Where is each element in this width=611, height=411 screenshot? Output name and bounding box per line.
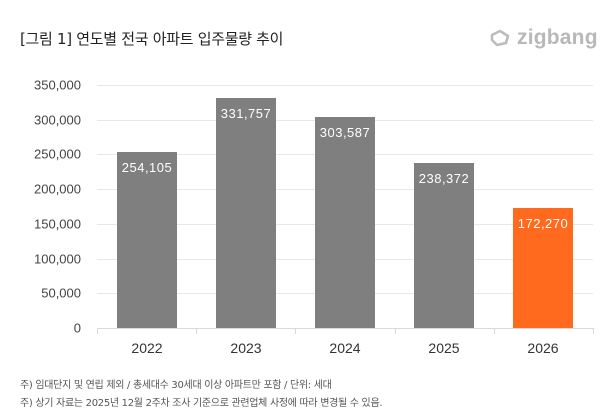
logo-text: zigbang <box>517 26 598 49</box>
bar-value-label: 238,372 <box>418 171 470 186</box>
x-axis-tick <box>395 328 396 334</box>
y-axis-tick-label: 300,000 <box>34 112 81 128</box>
y-axis-tick-label: 350,000 <box>34 77 81 93</box>
y-axis-tick-label: 0 <box>73 320 81 336</box>
x-axis-line <box>97 328 593 329</box>
bar-value-label: 303,587 <box>319 125 371 140</box>
zigbang-logo: zigbang <box>489 26 598 50</box>
bar-2023: 331,757 <box>216 98 276 328</box>
y-axis-tick-label: 200,000 <box>34 181 81 197</box>
zigbang-logo-icon <box>490 29 510 47</box>
gridline <box>97 85 593 86</box>
x-axis-tick <box>196 328 197 334</box>
y-axis-tick-label: 150,000 <box>34 216 81 232</box>
x-axis-label: 2022 <box>131 340 163 356</box>
x-axis-label: 2025 <box>428 340 460 356</box>
x-axis-label: 2023 <box>230 340 262 356</box>
x-axis-tick <box>494 328 495 334</box>
footnote-2: 주) 상기 자료는 2025년 12월 2주차 조사 기준으로 관련업체 사정에… <box>20 398 383 409</box>
y-axis-tick-label: 50,000 <box>41 285 81 301</box>
x-axis-tick <box>97 328 98 334</box>
x-axis-label: 2024 <box>329 340 361 356</box>
bar-2022: 254,105 <box>117 152 177 328</box>
bar-2026: 172,270 <box>513 208 573 328</box>
bar-2025: 238,372 <box>414 163 474 328</box>
y-axis-tick-label: 100,000 <box>34 251 81 267</box>
bar-value-label: 331,757 <box>220 106 272 121</box>
bar-value-label: 172,270 <box>517 216 569 231</box>
chart-title: [그림 1] 연도별 전국 아파트 입주물량 추이 <box>20 30 284 48</box>
bar-value-label: 254,105 <box>121 160 173 175</box>
x-axis-tick <box>295 328 296 334</box>
y-axis-tick-label: 250,000 <box>34 146 81 162</box>
bar-2024: 303,587 <box>315 117 375 328</box>
footnote-1: 주) 임대단지 및 연립 제외 / 총세대수 30세대 이상 아파트만 포함 /… <box>20 380 332 391</box>
x-axis-label: 2026 <box>527 340 559 356</box>
x-axis-tick <box>593 328 594 334</box>
